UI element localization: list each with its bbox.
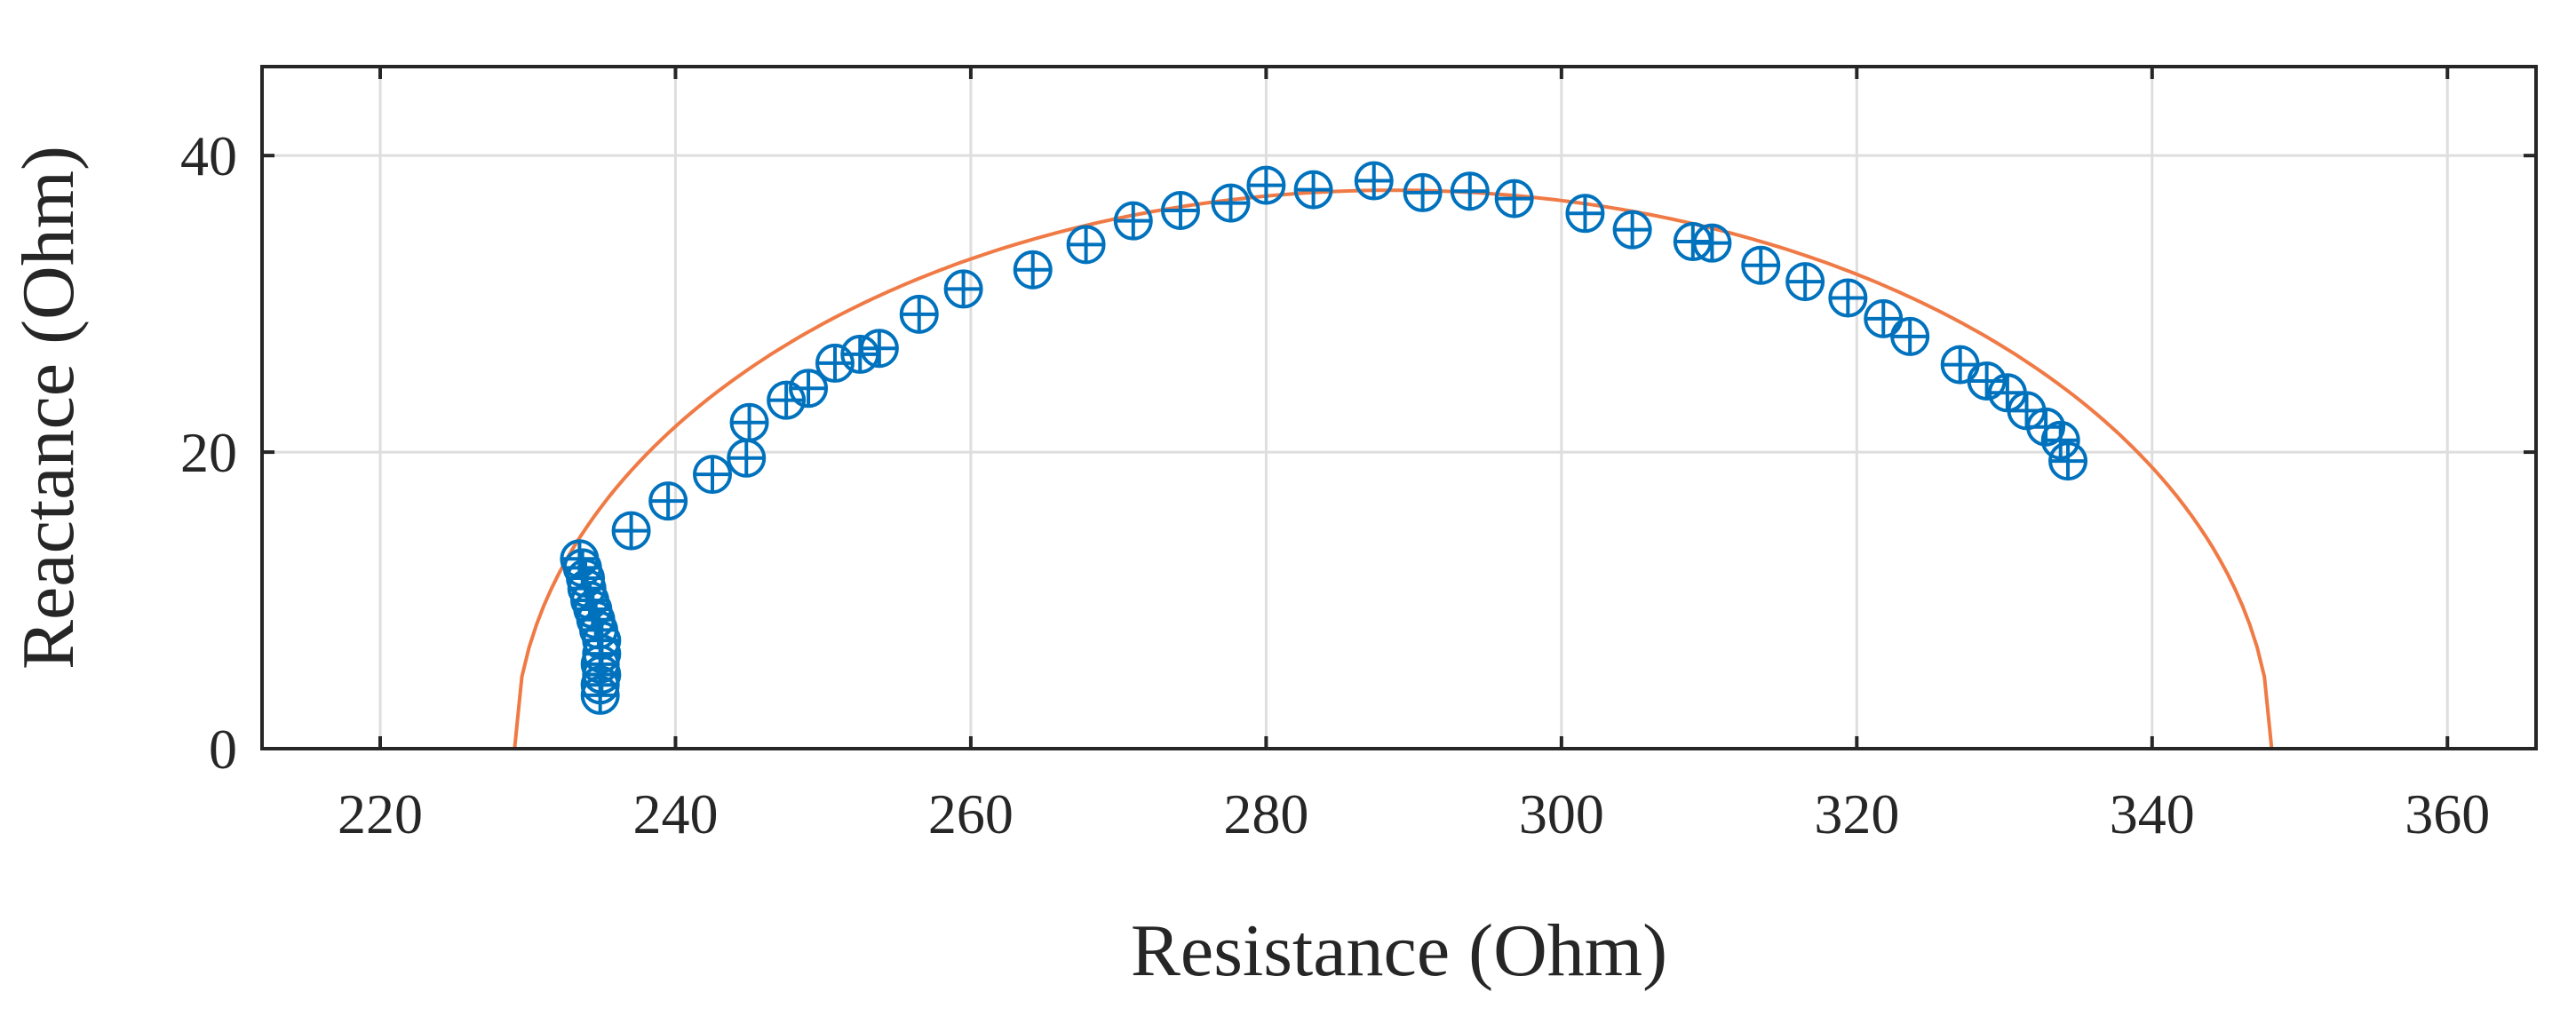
data-point <box>693 455 733 495</box>
plot-border <box>260 65 2538 750</box>
data-point <box>1864 298 1904 338</box>
data-point <box>899 294 939 334</box>
data-point <box>1692 223 1732 263</box>
data-point <box>1113 201 1153 241</box>
tick-labels: 220 240 260 280 300 320 340 360 0 20 40 <box>180 67 2536 845</box>
data-point <box>815 343 855 383</box>
data-point <box>1785 262 1825 302</box>
data-point <box>1211 183 1251 223</box>
data-point <box>840 334 880 374</box>
data-point <box>727 438 767 478</box>
data-point <box>767 380 807 420</box>
data-point <box>789 369 829 409</box>
fit-curve-line <box>513 188 2274 750</box>
data-point <box>729 402 769 442</box>
data-point <box>943 269 983 309</box>
data-point <box>648 481 688 521</box>
x-tick-label: 240 <box>632 782 718 845</box>
data-point <box>1741 245 1781 285</box>
plot-frame <box>260 65 2538 750</box>
data-points-layer <box>560 161 2088 715</box>
x-tick-label: 280 <box>1223 782 1308 845</box>
data-point <box>1450 171 1490 211</box>
y-axis-title: Reactance (Ohm) <box>7 146 90 670</box>
y-tick-label: 40 <box>180 124 237 187</box>
x-tick-label: 260 <box>928 782 1014 845</box>
fit-curve-layer <box>513 188 2274 750</box>
x-tick-label: 340 <box>2110 782 2195 845</box>
x-tick-label: 220 <box>338 782 423 845</box>
data-point <box>1403 172 1443 212</box>
data-point <box>2048 441 2088 481</box>
data-point <box>1612 210 1652 250</box>
data-point <box>611 511 651 551</box>
x-tick-label: 320 <box>1814 782 1899 845</box>
data-point <box>1494 179 1534 218</box>
data-point <box>1828 278 1868 318</box>
y-tick-label: 0 <box>209 718 237 781</box>
data-point <box>580 675 620 715</box>
data-point <box>1066 225 1106 265</box>
data-point <box>1013 250 1053 290</box>
data-point <box>2040 420 2080 460</box>
y-tick-label: 20 <box>180 421 237 484</box>
data-point <box>859 329 899 369</box>
data-point <box>1890 316 1930 356</box>
data-point <box>1354 161 1394 201</box>
data-point <box>1293 170 1333 210</box>
x-axis-title: Resistance (Ohm) <box>1131 909 1667 992</box>
x-tick-label: 360 <box>2405 782 2490 845</box>
data-point <box>1246 165 1286 205</box>
data-point <box>1565 194 1605 234</box>
x-tick-label: 300 <box>1519 782 1604 845</box>
data-point <box>1940 345 1980 385</box>
data-point <box>1160 190 1200 230</box>
data-point <box>1967 361 2007 401</box>
